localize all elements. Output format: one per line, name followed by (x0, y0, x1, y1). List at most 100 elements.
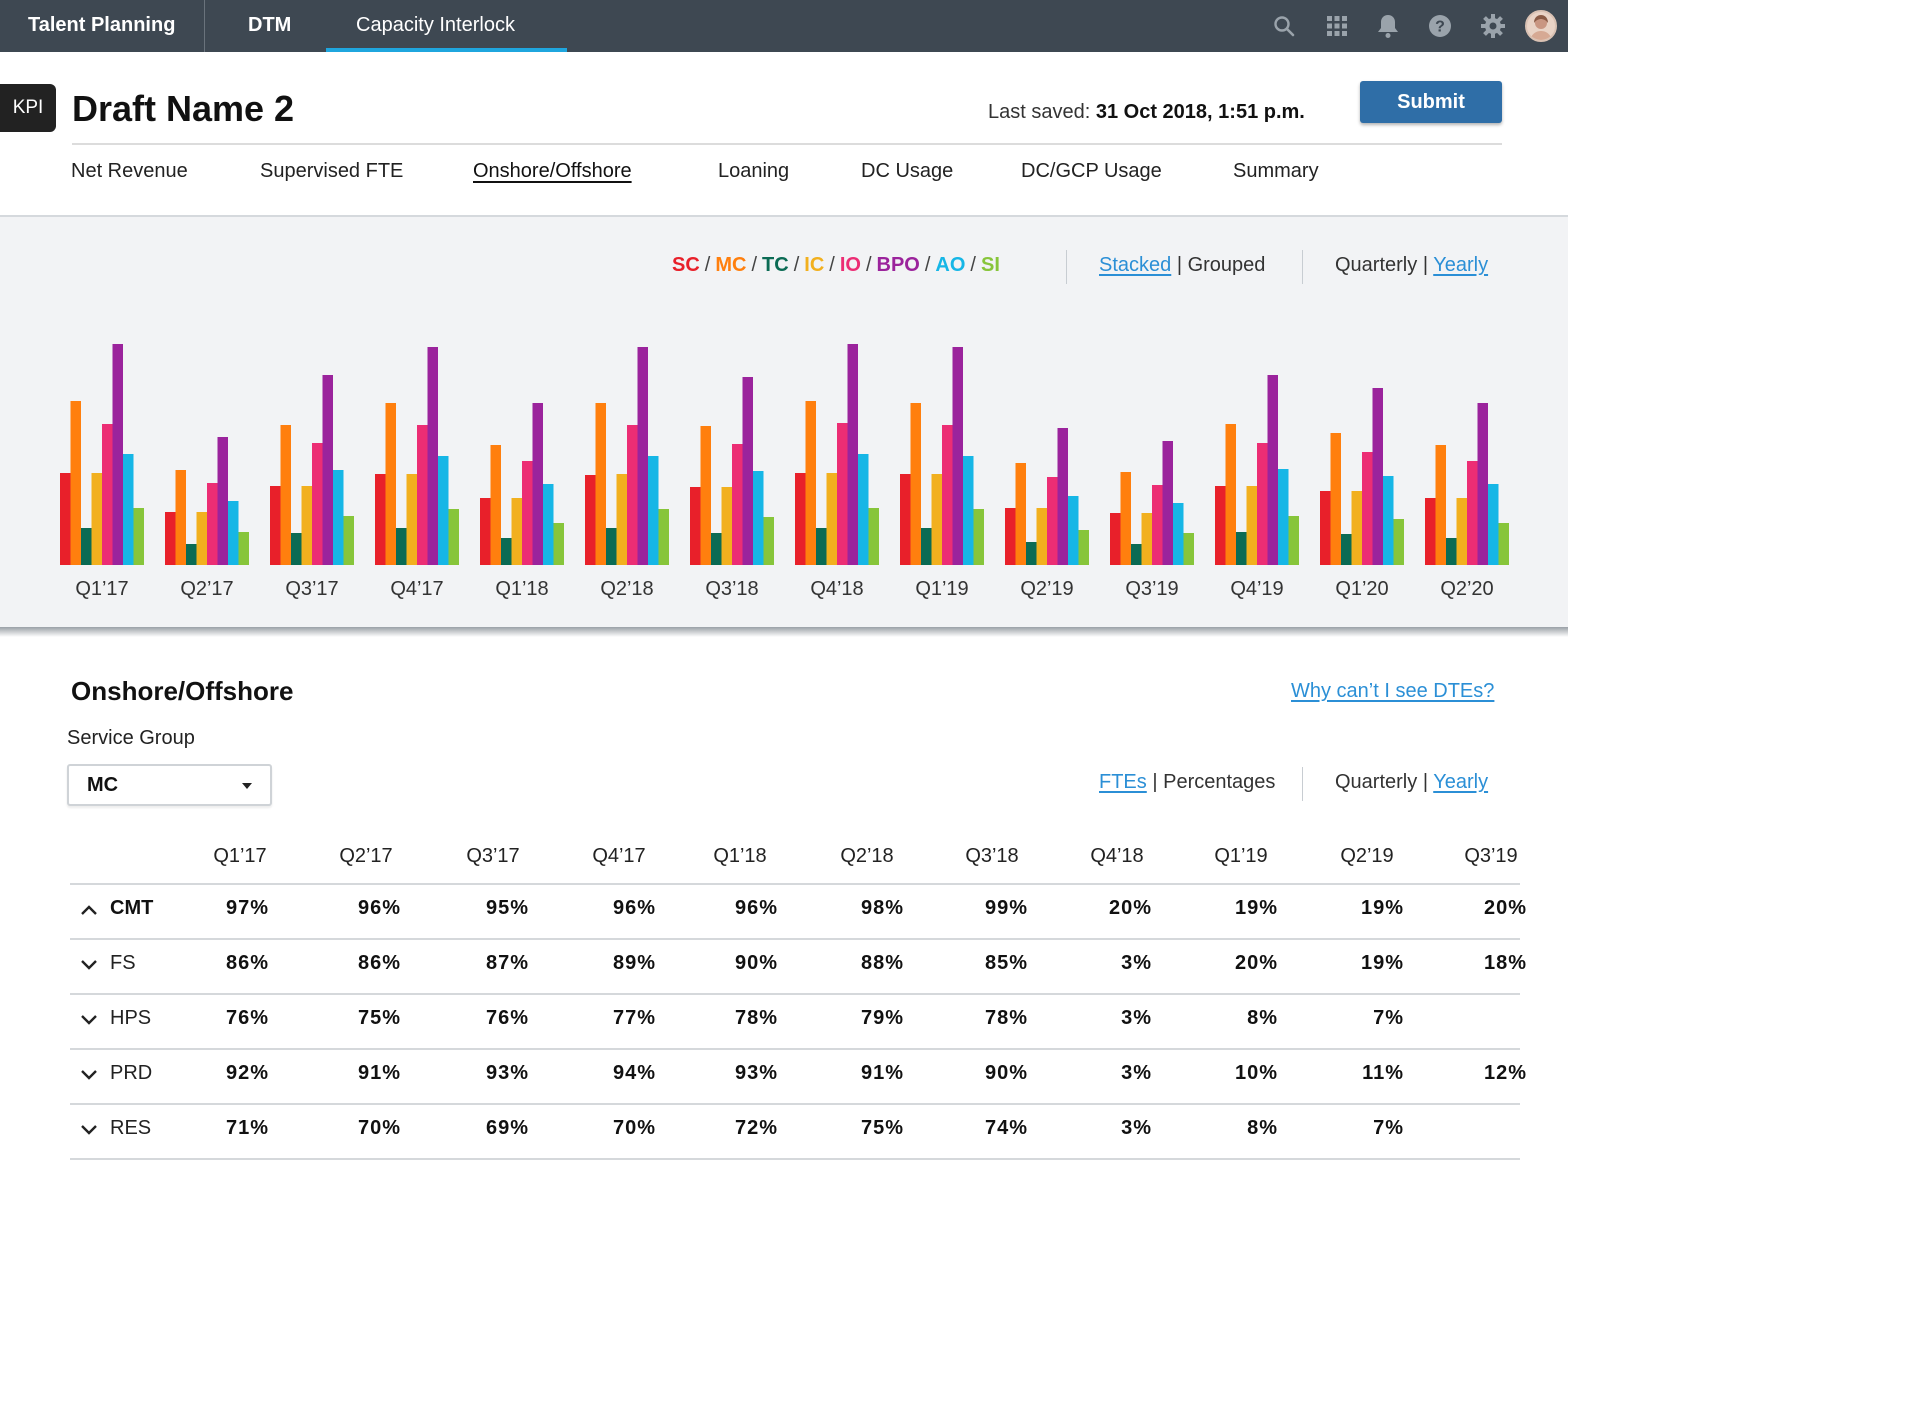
bar-bpo-5[interactable] (637, 347, 649, 565)
bar-ic-12[interactable] (1351, 491, 1363, 565)
bar-bpo-2[interactable] (322, 375, 334, 565)
bar-ic-8[interactable] (931, 474, 943, 565)
why-cant-see-dtes-link[interactable]: Why can’t I see DTEs? (1291, 680, 1495, 702)
percentages-toggle[interactable]: Percentages (1163, 771, 1276, 793)
legend-item-mc[interactable]: MC (715, 254, 747, 276)
apps-grid-icon[interactable] (1323, 12, 1351, 40)
bar-bpo-13[interactable] (1477, 403, 1489, 565)
bar-ic-5[interactable] (616, 474, 628, 565)
bar-ao-1[interactable] (228, 501, 239, 565)
bar-ao-7[interactable] (858, 454, 869, 565)
legend-item-bpo[interactable]: BPO (876, 254, 920, 276)
bar-ic-10[interactable] (1141, 513, 1153, 565)
bar-sc-9[interactable] (1005, 508, 1016, 565)
bar-ao-6[interactable] (753, 471, 764, 565)
tab-loaning[interactable]: Loaning (718, 160, 790, 182)
bar-ao-11[interactable] (1278, 469, 1289, 565)
bar-io-11[interactable] (1257, 443, 1268, 565)
bar-si-13[interactable] (1498, 523, 1510, 565)
bar-sc-11[interactable] (1215, 486, 1226, 565)
bar-si-8[interactable] (973, 509, 985, 565)
bar-sc-1[interactable] (165, 512, 176, 565)
bar-ic-7[interactable] (826, 473, 838, 565)
bar-tc-0[interactable] (81, 528, 92, 565)
bar-io-10[interactable] (1152, 485, 1163, 565)
bar-mc-2[interactable] (280, 425, 292, 565)
bar-si-4[interactable] (553, 523, 565, 565)
bar-io-8[interactable] (942, 425, 953, 565)
bar-ao-9[interactable] (1068, 496, 1079, 565)
bar-sc-8[interactable] (900, 474, 911, 565)
bar-io-7[interactable] (837, 423, 848, 565)
chevron-up-icon[interactable] (80, 904, 98, 916)
bar-si-2[interactable] (343, 516, 355, 565)
bar-sc-4[interactable] (480, 498, 491, 565)
bar-io-0[interactable] (102, 424, 113, 565)
bar-tc-7[interactable] (816, 528, 827, 565)
bar-ao-5[interactable] (648, 456, 659, 565)
tab-net-revenue[interactable]: Net Revenue (71, 160, 188, 182)
tab-dc-gcp-usage[interactable]: DC/GCP Usage (1021, 160, 1162, 182)
bar-ao-0[interactable] (123, 454, 134, 565)
bar-mc-6[interactable] (700, 426, 712, 565)
bar-ao-4[interactable] (543, 484, 554, 565)
bar-io-9[interactable] (1047, 477, 1058, 565)
row-label-prd[interactable]: PRD (110, 1062, 153, 1084)
bar-si-3[interactable] (448, 509, 460, 565)
bar-tc-9[interactable] (1026, 542, 1037, 565)
bar-sc-12[interactable] (1320, 491, 1331, 565)
bar-mc-4[interactable] (490, 445, 502, 565)
bar-sc-2[interactable] (270, 486, 281, 565)
bar-io-12[interactable] (1362, 452, 1373, 565)
bar-tc-8[interactable] (921, 528, 932, 565)
bar-mc-10[interactable] (1120, 472, 1132, 565)
bar-ic-4[interactable] (511, 498, 523, 565)
bar-tc-10[interactable] (1131, 544, 1142, 565)
bell-icon[interactable] (1374, 12, 1402, 40)
bar-bpo-10[interactable] (1162, 441, 1174, 565)
bar-sc-0[interactable] (60, 473, 71, 565)
bar-sc-3[interactable] (375, 474, 386, 565)
bar-bpo-12[interactable] (1372, 388, 1384, 565)
bar-io-6[interactable] (732, 444, 743, 565)
bar-tc-5[interactable] (606, 528, 617, 565)
bar-bpo-3[interactable] (427, 347, 439, 565)
row-label-fs[interactable]: FS (110, 952, 136, 974)
bar-bpo-8[interactable] (952, 347, 964, 565)
bar-tc-4[interactable] (501, 538, 512, 565)
row-label-res[interactable]: RES (110, 1117, 152, 1139)
bar-tc-11[interactable] (1236, 532, 1247, 565)
yearly-toggle[interactable]: Yearly (1433, 254, 1489, 276)
nav-capacity-interlock[interactable]: Capacity Interlock (356, 14, 515, 36)
bar-tc-3[interactable] (396, 528, 407, 565)
legend-item-si[interactable]: SI (980, 254, 1000, 276)
bar-mc-9[interactable] (1015, 463, 1027, 565)
bar-si-12[interactable] (1393, 519, 1405, 565)
bar-mc-13[interactable] (1435, 445, 1447, 565)
bar-ic-2[interactable] (301, 486, 313, 565)
user-avatar[interactable] (1525, 10, 1557, 42)
bar-ic-1[interactable] (196, 512, 208, 565)
row-label-hps[interactable]: HPS (110, 1007, 152, 1029)
bar-ao-13[interactable] (1488, 484, 1499, 565)
bar-io-4[interactable] (522, 461, 533, 565)
bar-ao-2[interactable] (333, 470, 344, 565)
tab-onshore-offshore[interactable]: Onshore/Offshore (473, 160, 632, 182)
bar-mc-0[interactable] (70, 401, 82, 565)
bar-si-6[interactable] (763, 517, 775, 565)
bar-bpo-9[interactable] (1057, 428, 1069, 565)
bar-si-7[interactable] (868, 508, 880, 565)
bar-mc-1[interactable] (175, 470, 187, 565)
bar-ao-3[interactable] (438, 456, 449, 565)
bar-si-10[interactable] (1183, 533, 1195, 565)
bar-bpo-11[interactable] (1267, 375, 1279, 565)
bar-si-0[interactable] (133, 508, 145, 565)
row-label-cmt[interactable]: CMT (110, 897, 154, 919)
bar-si-11[interactable] (1288, 516, 1300, 565)
bar-ic-6[interactable] (721, 487, 733, 565)
yearly-toggle[interactable]: Yearly (1433, 771, 1489, 793)
chevron-down-icon[interactable] (80, 959, 98, 971)
bar-ic-0[interactable] (91, 473, 103, 565)
bar-sc-5[interactable] (585, 475, 596, 565)
chevron-down-icon[interactable] (80, 1014, 98, 1026)
